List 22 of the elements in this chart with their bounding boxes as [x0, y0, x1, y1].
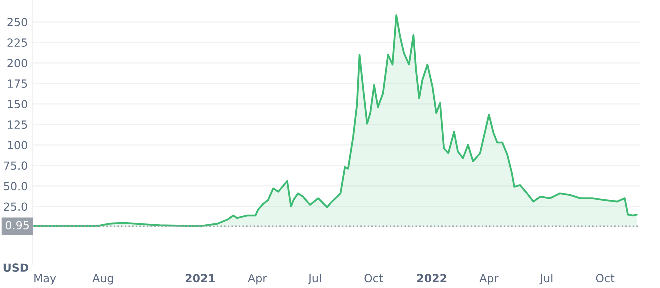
ref-line-label: 0.95	[6, 221, 29, 230]
x-tick-label: 2022	[418, 274, 447, 283]
x-tick-label: Oct	[364, 274, 384, 283]
y-tick-label: 125	[8, 120, 28, 130]
y-tick-label: 50.0	[4, 182, 28, 191]
x-tick-label: Oct	[596, 274, 615, 283]
y-tick-label: 100	[8, 141, 28, 150]
x-tick-label: Jul	[308, 274, 322, 285]
y-tick-label: 150	[8, 100, 28, 109]
y-tick-label: 25.0	[4, 202, 28, 212]
x-tick-label: Aug	[92, 274, 114, 285]
x-tick-label: Apr	[248, 274, 268, 285]
y-tick-label: 200	[8, 59, 28, 68]
x-tick-label: May	[34, 274, 56, 285]
y-tick-label: 225	[8, 38, 28, 48]
x-tick-label: 2021	[186, 274, 216, 283]
y-tick-label: 250	[8, 18, 28, 27]
y-tick-label: 75.0	[4, 162, 28, 170]
y-axis-title: USD	[4, 264, 29, 272]
y-tick-label: 175	[8, 80, 28, 88]
x-tick-label: Jul	[540, 274, 553, 285]
x-tick-label: Apr	[480, 274, 499, 285]
